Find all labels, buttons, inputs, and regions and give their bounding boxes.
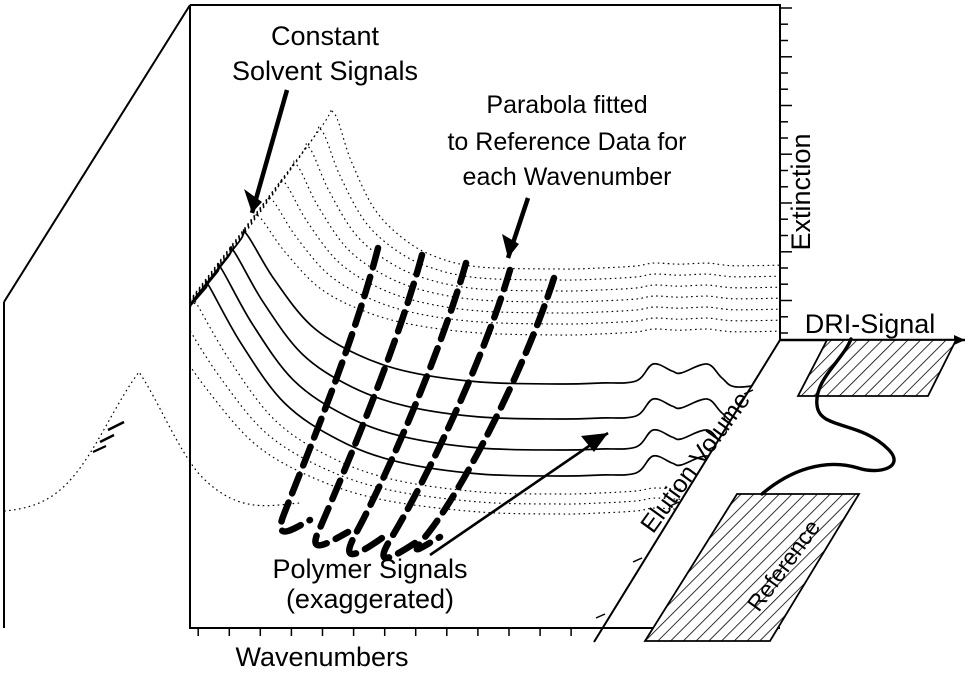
svg-text:Parabola fitted: Parabola fitted [486,91,647,119]
svg-text:Polymer Signals: Polymer Signals [272,554,467,584]
svg-text:Solvent Signals: Solvent Signals [232,56,418,86]
svg-text:Constant: Constant [271,21,380,51]
svg-text:each Wavenumber: each Wavenumber [463,163,672,191]
svg-text:Extinction: Extinction [786,133,816,250]
svg-text:(exaggerated): (exaggerated) [286,584,454,614]
svg-text:Wavenumbers: Wavenumbers [235,642,408,672]
svg-text:DRI-Signal: DRI-Signal [805,309,936,339]
svg-text:to Reference Data for: to Reference Data for [447,128,686,156]
